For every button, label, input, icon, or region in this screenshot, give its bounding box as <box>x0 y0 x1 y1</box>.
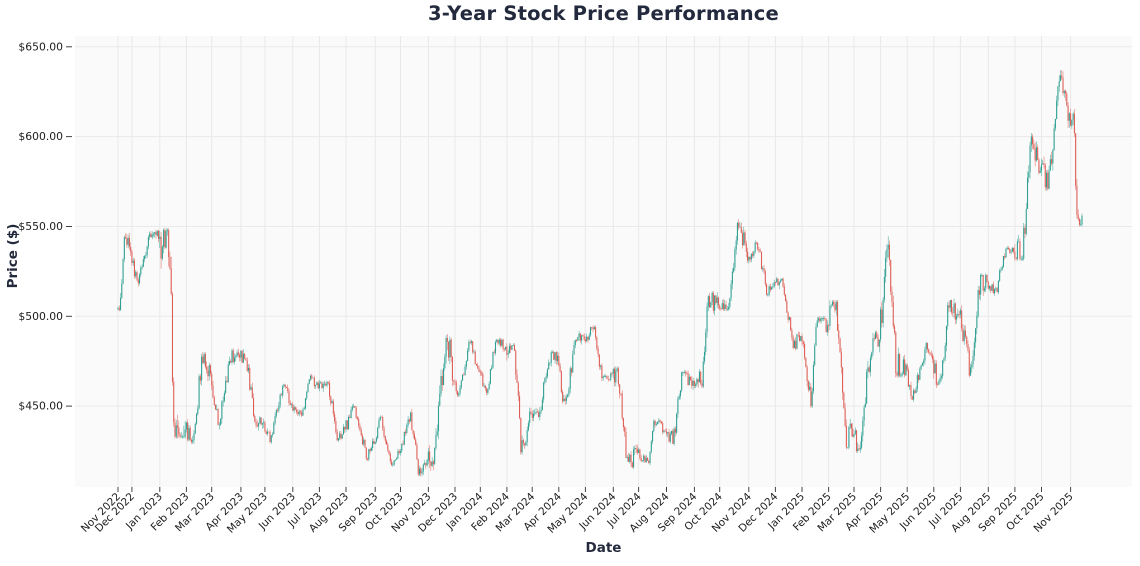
chart-title: 3-Year Stock Price Performance <box>428 2 779 25</box>
y-tick-label: $550.00 <box>18 220 63 233</box>
y-tick-label: $600.00 <box>18 130 63 143</box>
x-axis-label: Date <box>585 540 622 556</box>
plot-area <box>75 36 1132 487</box>
y-tick-label: $450.00 <box>18 400 63 413</box>
y-axis-label: Price ($) <box>5 223 21 289</box>
candle-bodies <box>117 75 1083 475</box>
y-tick-label: $500.00 <box>18 310 63 323</box>
y-tick-label: $650.00 <box>18 40 63 53</box>
